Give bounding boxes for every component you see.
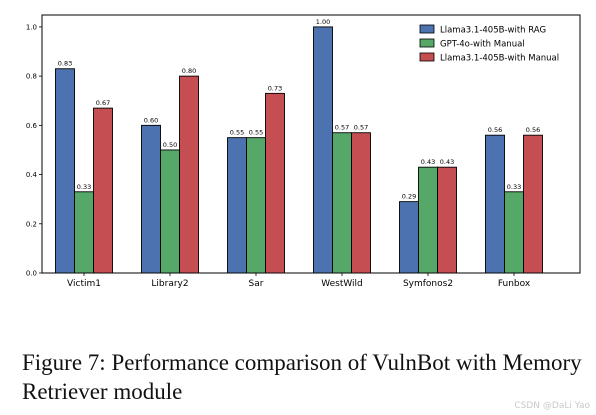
bar-rag xyxy=(399,201,419,274)
y-tick-label: 1.0 xyxy=(26,23,37,31)
y-tick-label: 0.4 xyxy=(26,171,38,179)
bar-manual xyxy=(523,134,543,274)
figure-caption: Figure 7: Performance comparison of Vuln… xyxy=(22,350,582,404)
bar-rag xyxy=(55,68,75,274)
bar-value-label: 1.00 xyxy=(316,18,330,26)
bar-rag xyxy=(141,124,161,274)
bar-value-label: 0.80 xyxy=(182,67,196,75)
bar-value-label: 0.29 xyxy=(402,193,416,201)
bar-value-label: 0.43 xyxy=(421,158,435,166)
bar-value-label: 0.56 xyxy=(488,126,502,134)
bar-value-label: 0.83 xyxy=(58,60,72,68)
bar-value-label: 0.55 xyxy=(230,129,244,137)
bar-rag xyxy=(227,137,247,274)
bar-manual xyxy=(179,75,199,274)
bar-value-label: 0.33 xyxy=(77,183,91,191)
x-tick-label: Symfonos2 xyxy=(403,279,453,289)
bar-value-label: 0.55 xyxy=(249,129,263,137)
plot-frame xyxy=(41,14,581,274)
x-tick-label: Funbox xyxy=(498,279,531,289)
bar-gpt4o xyxy=(160,149,180,274)
y-tick-label: 0.8 xyxy=(26,73,37,81)
bar-value-label: 0.43 xyxy=(440,158,454,166)
legend-label: GPT-4o-with Manual xyxy=(440,40,525,50)
x-tick-label: Library2 xyxy=(151,279,188,289)
bar-manual xyxy=(437,166,457,274)
bar-manual xyxy=(351,132,371,274)
legend-label: Llama3.1-405B-with Manual xyxy=(440,54,559,64)
y-tick-label: 0.0 xyxy=(26,270,37,278)
bar-rag xyxy=(485,134,505,274)
bar-gpt4o xyxy=(246,137,266,274)
bar-value-label: 0.57 xyxy=(335,124,349,132)
x-tick-label: Sar xyxy=(249,279,264,289)
x-tick-label: WestWild xyxy=(321,279,363,289)
x-tick-label: Victim1 xyxy=(67,279,101,289)
bar-gpt4o xyxy=(74,191,94,274)
bar-value-label: 0.67 xyxy=(96,99,110,107)
legend-swatch xyxy=(419,38,435,48)
bar-value-label: 0.60 xyxy=(144,116,158,124)
bar-value-label: 0.56 xyxy=(526,126,540,134)
legend-swatch xyxy=(419,24,435,34)
bar-gpt4o xyxy=(504,191,524,274)
bar-value-label: 0.73 xyxy=(268,84,282,92)
watermark: CSDN @DaLi Yao xyxy=(514,401,590,411)
y-tick-label: 0.6 xyxy=(26,122,38,130)
legend-swatch xyxy=(419,52,435,62)
bar-chart: 0.0 0.2 0.4 0.6 0.8 1.0 Victim1 0.83 0.33 0.67 Lib… xyxy=(26,14,581,289)
bar-gpt4o xyxy=(332,132,352,274)
bar-gpt4o xyxy=(418,166,438,274)
bar-value-label: 0.33 xyxy=(507,183,521,191)
bar-rag xyxy=(313,26,333,274)
bar-value-label: 0.50 xyxy=(163,141,177,149)
bar-manual xyxy=(265,92,285,274)
y-tick-label: 0.2 xyxy=(26,220,37,228)
legend-label: Llama3.1-405B-with RAG xyxy=(440,26,546,36)
bar-manual xyxy=(93,107,113,274)
bar-value-label: 0.57 xyxy=(354,124,368,132)
